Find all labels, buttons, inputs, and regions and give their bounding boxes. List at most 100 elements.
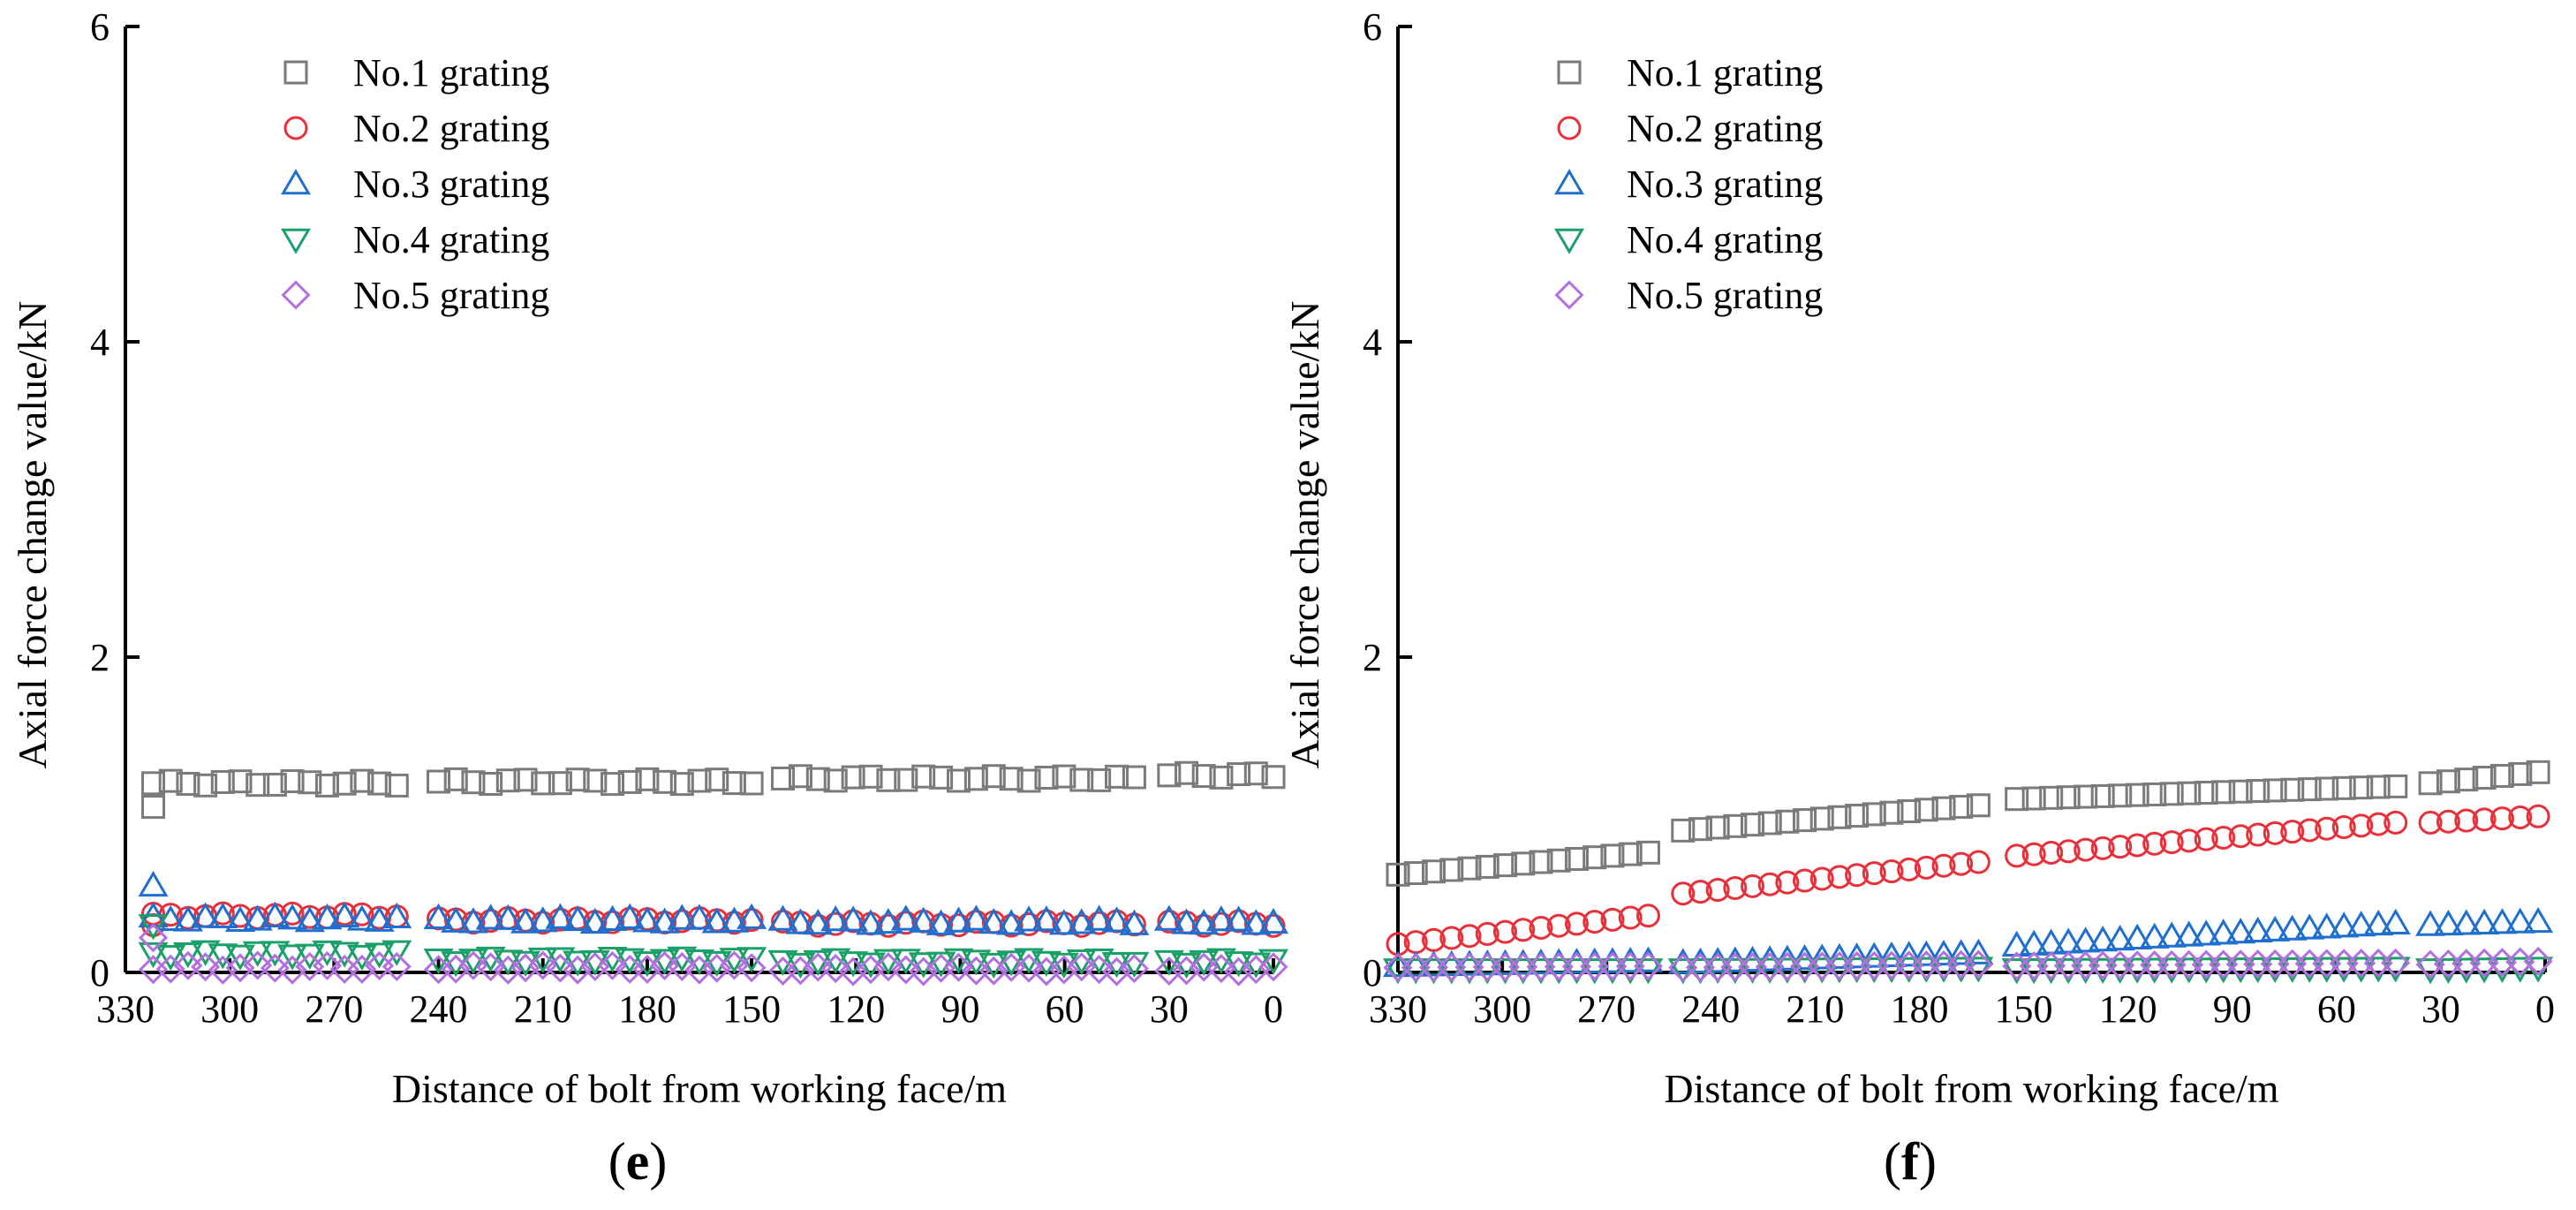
data-point-no-1-grating: [1914, 798, 1938, 822]
data-point-no-2-grating: [2366, 812, 2391, 836]
data-point-no-4-grating: [737, 947, 767, 973]
data-point-no-1-grating: [141, 771, 166, 796]
data-point-no-3-grating: [441, 906, 472, 933]
data-point-no-1-grating: [999, 767, 1024, 791]
y-tick-label: 4: [90, 321, 110, 364]
y-axis-title: Axial force change value/kN: [10, 300, 55, 768]
data-point-no-1-grating: [2349, 775, 2374, 800]
data-point-no-4-grating: [2487, 957, 2518, 984]
data-point-no-3-grating: [1119, 909, 1150, 935]
x-tick-label: 300: [1473, 987, 1531, 1031]
x-tick-label: 180: [1890, 987, 1948, 1031]
y-axis-title: Axial force change value/kN: [1282, 300, 1327, 768]
data-point-no-3-grating: [475, 904, 506, 930]
data-point-no-4-grating: [1928, 957, 1960, 983]
data-point-no-2-grating: [2039, 841, 2064, 866]
data-point-no-5-grating: [856, 955, 886, 985]
data-point-no-4-grating: [767, 949, 798, 977]
data-point-no-5-grating: [312, 950, 343, 980]
data-point-no-1-grating: [2177, 781, 2202, 805]
data-point-no-4-grating: [294, 943, 325, 970]
y-tick-label: 0: [90, 951, 110, 994]
data-point-no-3-grating: [1859, 942, 1890, 968]
data-point-no-1-grating: [1191, 764, 1216, 789]
data-point-no-2-grating: [1439, 926, 1464, 950]
data-point-no-3-grating: [527, 906, 558, 933]
x-tick-label: 90: [2213, 987, 2252, 1031]
data-point-no-1-grating: [1966, 793, 1991, 818]
data-point-no-1-grating: [705, 768, 729, 792]
data-point-no-1-grating: [1511, 851, 1536, 876]
data-point-no-1-grating: [2159, 782, 2184, 806]
data-point-no-4-grating: [155, 944, 186, 972]
x-tick-label: 210: [1786, 987, 1844, 1031]
data-point-no-2-grating: [2454, 808, 2479, 833]
data-point-no-1-grating: [1723, 813, 1748, 838]
data-point-no-3-grating: [2104, 924, 2135, 951]
data-point-no-2-grating: [1827, 865, 1852, 889]
data-point-no-1-grating: [1529, 850, 1553, 874]
x-tick-label: 150: [1995, 987, 2053, 1031]
data-point-no-1-grating: [1618, 842, 1643, 866]
data-point-no-3-grating: [2523, 906, 2554, 934]
data-point-no-1-grating: [2142, 782, 2167, 806]
data-point-no-4-grating: [2504, 957, 2535, 983]
data-point-no-2-grating: [1966, 850, 1991, 874]
data-point-no-1-grating: [2262, 778, 2287, 803]
data-point-no-2-grating: [2315, 816, 2339, 841]
data-point-no-4-grating: [1436, 958, 1467, 985]
data-point-no-1-grating: [246, 773, 270, 798]
data-point-no-1-grating: [771, 766, 796, 790]
data-point-no-4-grating: [172, 942, 203, 969]
y-tick-label: 2: [1363, 636, 1382, 679]
data-point-no-1-grating: [2108, 783, 2133, 808]
data-point-no-5-grating: [978, 956, 1008, 986]
x-tick-label: 270: [1577, 987, 1635, 1031]
data-point-no-3-grating: [908, 906, 939, 933]
data-point-no-1-grating: [653, 769, 677, 794]
data-point-no-1-grating: [141, 795, 166, 820]
data-point-no-2-grating: [2331, 815, 2356, 840]
data-point-no-1-grating: [1439, 858, 1464, 882]
data-point-no-5-grating: [1963, 949, 1993, 979]
data-point-no-2-grating: [1931, 853, 1956, 878]
data-point-no-1-grating: [1227, 762, 1251, 787]
x-axis-title: Distance of bolt from working face/m: [1664, 1066, 2278, 1111]
data-point-no-1-grating: [367, 771, 392, 796]
data-point-no-5-grating: [702, 953, 732, 983]
data-point-no-1-grating: [617, 769, 642, 794]
data-point-no-3-grating: [1893, 941, 1924, 967]
data-point-no-3-grating: [1223, 905, 1254, 932]
data-point-no-2-grating: [2108, 835, 2133, 859]
x-tick-label: 210: [514, 987, 572, 1031]
data-point-no-2-grating: [1775, 870, 1800, 895]
data-point-no-1-grating: [280, 768, 305, 793]
data-point-no-4-grating: [1153, 949, 1184, 977]
data-point-no-3-grating: [1153, 904, 1184, 931]
data-point-no-1-grating: [841, 765, 865, 790]
data-point-no-5-grating: [347, 954, 377, 984]
data-point-no-4-grating: [329, 942, 360, 968]
legend-label-no-4-grating: No.4 grating: [1627, 218, 1823, 261]
legend-marker-no-2-grating: [1557, 116, 1582, 140]
data-point-no-1-grating: [2194, 781, 2218, 805]
data-point-no-1-grating: [2331, 775, 2356, 800]
data-point-no-3-grating: [260, 901, 291, 928]
data-point-no-3-grating: [381, 902, 412, 928]
data-point-no-5-grating: [528, 950, 558, 980]
data-point-no-1-grating: [262, 772, 287, 797]
y-tick-label: 6: [1363, 5, 1382, 49]
data-point-no-2-grating: [1671, 881, 1696, 906]
data-point-no-3-grating: [873, 907, 903, 934]
data-point-no-1-grating: [332, 771, 357, 796]
x-tick-label: 150: [722, 987, 781, 1031]
data-point-no-5-grating: [943, 952, 974, 982]
data-point-no-3-grating: [2487, 908, 2518, 934]
data-point-no-2-grating: [2228, 824, 2253, 849]
data-point-no-1-grating: [1087, 768, 1112, 792]
data-point-no-1-grating: [350, 768, 374, 793]
data-point-no-4-grating: [1911, 957, 1942, 983]
data-point-no-3-grating: [493, 904, 524, 930]
data-point-no-4-grating: [1454, 958, 1484, 985]
data-point-no-3-grating: [925, 909, 956, 935]
